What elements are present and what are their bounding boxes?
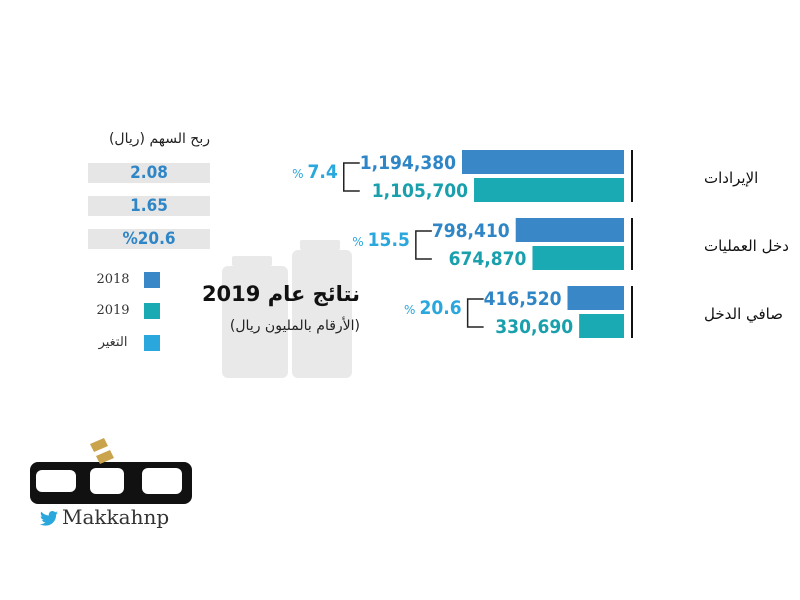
legend-label-change: التغير	[98, 335, 128, 350]
percent-sign-1: %	[352, 235, 363, 249]
change-label-0: 7.4	[307, 161, 337, 183]
chart-title: نتائج عام 2019	[201, 282, 360, 306]
bar-2018-1	[515, 218, 624, 242]
eps-change-value: %20.6	[88, 229, 210, 249]
eps-title: ربح السهم (ريال)	[108, 131, 210, 147]
legend-swatch-2018	[144, 272, 160, 288]
bracket-2	[466, 298, 484, 328]
value-label-2019-1: 674,870	[449, 248, 527, 270]
percent-sign-0: %	[292, 167, 303, 181]
change-label-1: 15.5	[368, 229, 410, 251]
handle-text: Makkahnp	[62, 505, 170, 529]
bar-2018-0	[462, 150, 624, 174]
legend-label-2019: 2019	[96, 303, 130, 318]
eps-2019-value: 1.65	[88, 196, 210, 216]
twitter-handle: Makkahnp	[40, 505, 169, 529]
legend-label-2018: 2018	[96, 272, 130, 287]
makkah-logo	[30, 438, 192, 504]
eps-2018-value: 2.08	[88, 163, 210, 183]
legend-swatch-2019	[144, 303, 160, 319]
value-label-2019-2: 330,690	[495, 316, 573, 338]
category-label-2: صافي الدخل	[704, 305, 783, 324]
twitter-bird-icon	[40, 511, 58, 526]
bar-2019-1	[532, 246, 624, 270]
bar-2019-0	[474, 178, 624, 202]
category-label-0: الإيرادات	[704, 169, 758, 187]
change-label-2: 20.6	[419, 297, 461, 319]
bar-2019-2	[579, 314, 624, 338]
bracket-1	[415, 230, 432, 260]
percent-sign-2: %	[404, 303, 415, 317]
value-label-2018-1: 798,410	[432, 220, 510, 242]
barrel-watermark-icon	[222, 240, 352, 378]
value-label-2019-0: 1,105,700	[372, 180, 468, 202]
chart-subtitle: (الأرقام بالمليون ريال)	[229, 318, 360, 334]
category-label-1: دخل العمليات	[704, 237, 789, 255]
value-label-2018-0: 1,194,380	[360, 152, 456, 174]
legend-swatch-change	[144, 335, 160, 351]
bracket-0	[343, 162, 360, 192]
bar-2018-2	[567, 286, 624, 310]
value-label-2018-2: 416,520	[484, 288, 562, 310]
